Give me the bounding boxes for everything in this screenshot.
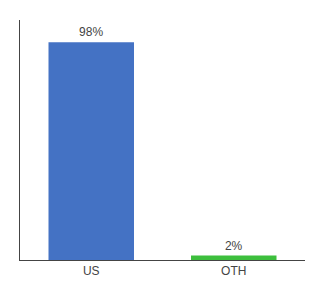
svg-text:98%: 98% [79,25,103,39]
svg-text:OTH: OTH [221,264,246,278]
svg-text:2%: 2% [225,239,243,253]
svg-text:US: US [83,264,100,278]
